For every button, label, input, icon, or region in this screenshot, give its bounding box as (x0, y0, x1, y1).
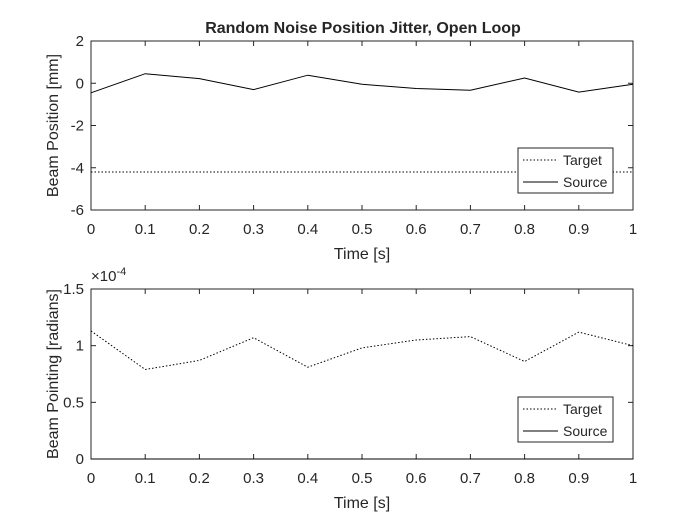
series-source-line (90, 73, 634, 94)
x-tick-label: 1 (629, 221, 637, 238)
x-tick-label: 0.7 (460, 470, 481, 487)
x-tick-label: 0.1 (135, 221, 156, 238)
x-tick-label: 0 (87, 221, 95, 238)
legend-label-source: Source (563, 423, 608, 439)
x-tick-label: 1 (629, 470, 637, 487)
x-tick-label: 0.2 (189, 470, 210, 487)
x-tick-label: 0.5 (352, 470, 373, 487)
y-tick-label: 1.5 (63, 281, 84, 298)
legend-box (517, 396, 614, 443)
x-tick-label: 0.3 (243, 221, 264, 238)
legend-label-target: Target (563, 152, 602, 168)
x-tick-label: 0 (87, 470, 95, 487)
y-tick-label: 0.5 (63, 394, 84, 411)
x-tick-label: 0.9 (568, 470, 589, 487)
y-tick-label: 0 (76, 451, 84, 468)
x-tick-label: 0.4 (297, 470, 318, 487)
x-tick-label: 0.6 (406, 470, 427, 487)
x-tick-label: 0.8 (514, 470, 535, 487)
figure-title: Random Noise Position Jitter, Open Loop (205, 20, 521, 37)
legend: Target Source (517, 147, 614, 194)
y-exponent-label: ×10-4 (91, 266, 126, 285)
x-tick-label: 0.4 (297, 221, 318, 238)
x-tick-label: 0.6 (406, 221, 427, 238)
x-tick-label: 0.2 (189, 221, 210, 238)
legend-label-target: Target (563, 401, 602, 417)
x-tick-label: 0.3 (243, 470, 264, 487)
y-tick-label: 1 (76, 338, 84, 355)
legend-label-source: Source (563, 174, 608, 190)
y-exponent-base: ×10 (91, 268, 116, 285)
x-axis-label: Time [s] (334, 495, 390, 512)
y-tick-label: 0 (76, 75, 84, 92)
x-axis-label: Time [s] (334, 246, 390, 263)
x-tick-label: 0.8 (514, 221, 535, 238)
x-tick-label: 0.9 (568, 221, 589, 238)
x-tick-label: 0.1 (135, 470, 156, 487)
x-tick-label: 0.5 (352, 221, 373, 238)
y-exponent-power: -4 (116, 266, 126, 278)
charts: 0 0.1 0.2 0.3 0.4 0.5 0.6 0.7 0.8 0.9 1 -6 -4 -2 0 2 Tim… (45, 33, 637, 512)
legend: Target Source (517, 396, 614, 443)
legend-box (517, 147, 614, 194)
y-tick-label: -2 (71, 118, 84, 135)
y-axis-label: Beam Pointing [radians] (45, 289, 62, 459)
chart-1: 0 0.1 0.2 0.3 0.4 0.5 0.6 0.7 0.8 0.9 1 -6 -4 -2 0 2 Tim… (45, 33, 637, 263)
y-tick-label: -4 (71, 160, 84, 177)
y-axis-label: Beam Position [mm] (45, 54, 62, 197)
x-tick-label: 0.7 (460, 221, 481, 238)
chart-2: 0 0.1 0.2 0.3 0.4 0.5 0.6 0.7 0.8 0.9 1 0 0.5 1 1.5 Tim… (45, 266, 637, 512)
y-tick-label: 2 (76, 33, 84, 50)
y-tick-label: -6 (71, 202, 84, 219)
